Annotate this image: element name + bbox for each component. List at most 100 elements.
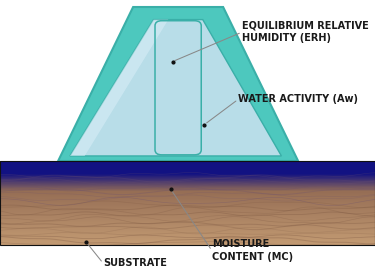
Bar <box>0 216 375 217</box>
Bar <box>0 241 375 242</box>
Bar <box>0 238 375 239</box>
Bar <box>0 183 375 184</box>
Bar <box>0 230 375 231</box>
Bar <box>0 244 375 245</box>
Bar <box>0 190 375 191</box>
Bar <box>0 243 375 244</box>
Bar <box>0 242 375 243</box>
Bar <box>0 196 375 197</box>
Bar <box>0 217 375 218</box>
Bar <box>0 186 375 187</box>
Bar <box>0 223 375 224</box>
Bar <box>0 224 375 225</box>
Bar <box>0 183 375 184</box>
Bar <box>0 195 375 196</box>
Bar <box>0 192 375 193</box>
Bar <box>0 209 375 210</box>
Bar <box>0 215 375 216</box>
Bar <box>0 225 375 226</box>
Bar <box>0 216 375 217</box>
Bar <box>0 181 375 182</box>
Bar <box>0 194 375 195</box>
Bar <box>0 233 375 234</box>
Bar <box>0 231 375 232</box>
Bar <box>0 224 375 225</box>
Bar <box>0 178 375 179</box>
Bar <box>0 177 375 178</box>
Bar <box>0 185 375 186</box>
Bar <box>0 187 375 188</box>
Bar <box>0 214 375 215</box>
Bar <box>0 175 375 176</box>
Bar <box>0 206 375 207</box>
Text: EQUILIBRIUM RELATIVE
HUMIDITY (ERH): EQUILIBRIUM RELATIVE HUMIDITY (ERH) <box>242 21 369 43</box>
Bar <box>0 204 375 205</box>
Bar <box>0 210 375 211</box>
Bar <box>0 206 375 207</box>
Bar <box>0 203 375 204</box>
Bar <box>0 179 375 180</box>
Bar <box>0 209 375 210</box>
Bar <box>0 193 375 194</box>
Bar <box>0 237 375 238</box>
Bar <box>0 211 375 212</box>
Bar <box>0 228 375 229</box>
Bar <box>0 239 375 240</box>
Bar <box>0 233 375 234</box>
Bar <box>0 195 375 196</box>
Bar <box>0 185 375 186</box>
Bar <box>0 180 375 181</box>
Bar <box>0 207 375 208</box>
Bar <box>0 232 375 233</box>
Bar <box>0 188 375 189</box>
Bar <box>0 190 375 191</box>
Bar <box>0 237 375 238</box>
Bar <box>0 181 375 182</box>
Bar <box>0 217 375 218</box>
Bar <box>0 220 375 221</box>
Bar <box>0 234 375 235</box>
Bar <box>0 199 375 200</box>
Bar <box>0 215 375 216</box>
Bar <box>0 178 375 179</box>
Bar <box>0 226 375 227</box>
Bar <box>0 180 375 181</box>
Bar <box>0 174 375 175</box>
Bar <box>0 161 375 174</box>
Bar <box>0 174 375 175</box>
Bar <box>0 244 375 245</box>
Bar <box>0 218 375 219</box>
Bar <box>0 201 375 202</box>
Text: WATER ACTIVITY (Aw): WATER ACTIVITY (Aw) <box>238 94 358 104</box>
Bar <box>0 228 375 229</box>
Bar <box>0 227 375 228</box>
Bar <box>0 242 375 243</box>
Bar <box>0 241 375 242</box>
Bar <box>0 202 375 203</box>
Bar <box>0 236 375 237</box>
Bar <box>0 182 375 183</box>
Bar <box>0 189 375 190</box>
Bar <box>0 233 375 234</box>
Bar <box>0 226 375 227</box>
Bar <box>0 188 375 189</box>
Bar <box>0 193 375 194</box>
Bar <box>0 191 375 192</box>
Bar <box>0 225 375 226</box>
Bar <box>0 202 375 203</box>
Bar <box>0 229 375 230</box>
Bar <box>0 230 375 231</box>
Bar <box>0 174 375 175</box>
Bar <box>0 191 375 192</box>
Bar <box>0 236 375 237</box>
Bar <box>0 208 375 209</box>
Bar <box>0 222 375 223</box>
Bar <box>0 229 375 230</box>
Bar <box>0 182 375 183</box>
Polygon shape <box>70 20 281 156</box>
Bar <box>0 186 375 187</box>
Bar <box>0 199 375 200</box>
Bar <box>0 212 375 213</box>
Bar <box>0 221 375 222</box>
Bar <box>0 198 375 199</box>
